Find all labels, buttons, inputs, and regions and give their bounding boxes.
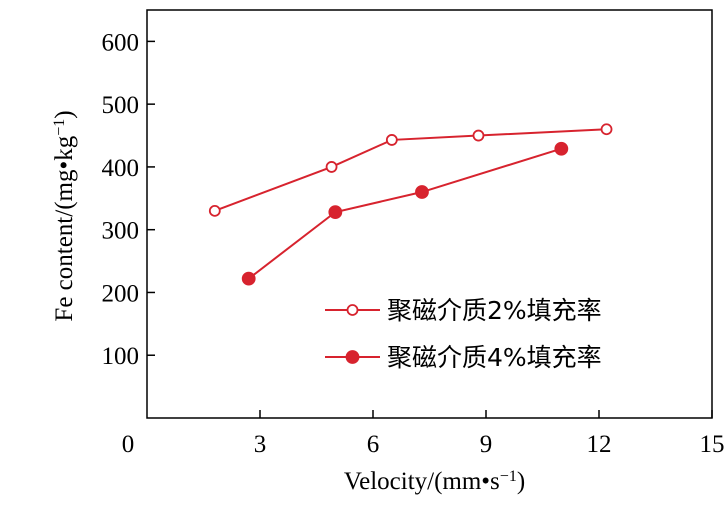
y-axis-title: Fe content/(mg•kg−1) — [51, 110, 79, 321]
legend-label: 聚磁介质4%填充率 — [387, 343, 602, 372]
y-tick-label: 600 — [102, 29, 140, 56]
series-line — [214, 128, 607, 212]
y-tick-label: 400 — [102, 155, 140, 182]
x-axis-title-close: ) — [517, 468, 525, 495]
series-layer — [208, 123, 613, 286]
legend-item-2: 聚磁介质4%填充率 — [325, 343, 602, 372]
data-point — [472, 129, 485, 142]
x-tick-label: 15 — [700, 431, 724, 458]
data-point — [325, 161, 338, 173]
data-point — [328, 205, 343, 220]
x-axis-title-exp: −1 — [500, 468, 517, 485]
origin-label: 0 — [122, 431, 135, 458]
y-axis-title-main: Fe content/(mg•kg — [51, 135, 78, 321]
legend-item-1: 聚磁介质2%填充率 — [325, 296, 602, 325]
y-tick-label: 500 — [102, 92, 140, 119]
x-tick-label: 6 — [367, 431, 380, 458]
y-tick-label: 200 — [102, 280, 140, 307]
plot-frame — [146, 9, 713, 419]
legend-marker — [346, 304, 359, 316]
data-point — [208, 204, 221, 217]
y-axis-title-close: ) — [51, 110, 78, 118]
x-axis-title-main: Velocity/(mm•s — [344, 468, 500, 495]
data-point — [385, 134, 398, 146]
y-tick-label: 100 — [102, 343, 140, 370]
x-tick-label: 3 — [254, 431, 267, 458]
data-point — [415, 185, 429, 199]
y-axis-ticks: 100 200 300 400 500 600 — [102, 29, 155, 370]
data-point — [554, 141, 569, 156]
series-2 — [241, 141, 569, 286]
x-tick-label: 12 — [587, 431, 612, 458]
x-axis-title: Velocity/(mm•s−1) — [344, 468, 525, 496]
data-point — [600, 123, 613, 136]
x-axis-ticks: 3 6 9 12 15 — [254, 410, 724, 458]
data-point — [241, 271, 256, 286]
series-1 — [208, 123, 613, 217]
plot-area-border — [146, 9, 713, 419]
legend-label: 聚磁介质2%填充率 — [387, 296, 602, 325]
series-line — [248, 147, 562, 280]
legend-marker — [345, 350, 360, 364]
y-tick-label: 300 — [102, 218, 140, 245]
y-axis-title-exp: −1 — [51, 119, 68, 136]
x-tick-label: 9 — [480, 431, 493, 458]
